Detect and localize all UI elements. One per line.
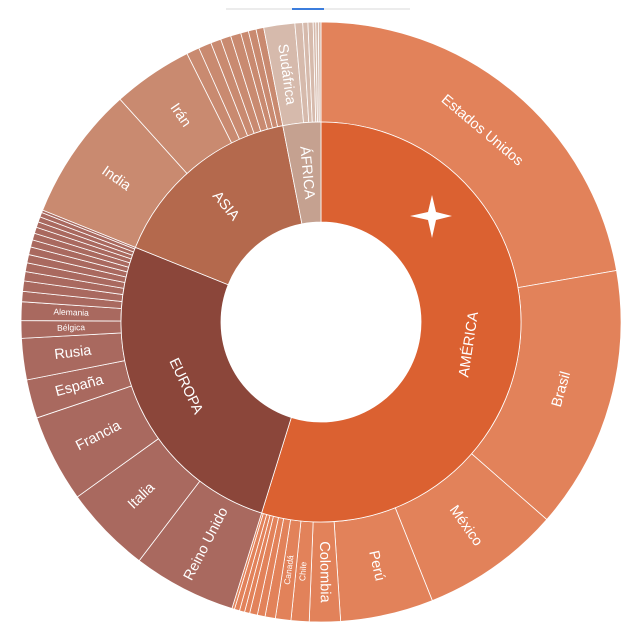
inner-slice [120,246,292,514]
slice-label: Bélgica [57,322,85,333]
slice-label: Canadá [282,554,296,585]
slice-label: Perú [365,549,387,582]
slice-label: Colombia [316,541,333,603]
slice-label: Rusia [54,343,94,364]
slice-label: ÁFRICA [296,145,318,200]
inner-slice [134,125,303,286]
slice-label: Alemania [53,307,89,318]
star-cursor [410,195,452,238]
inner-slice [261,121,522,523]
slice-label: Chile [297,561,308,581]
outer-slice [317,21,322,123]
rings: Estados UnidosBrasilMéxicoPerúColombiaCh… [20,21,621,623]
inner-slice [282,121,322,225]
